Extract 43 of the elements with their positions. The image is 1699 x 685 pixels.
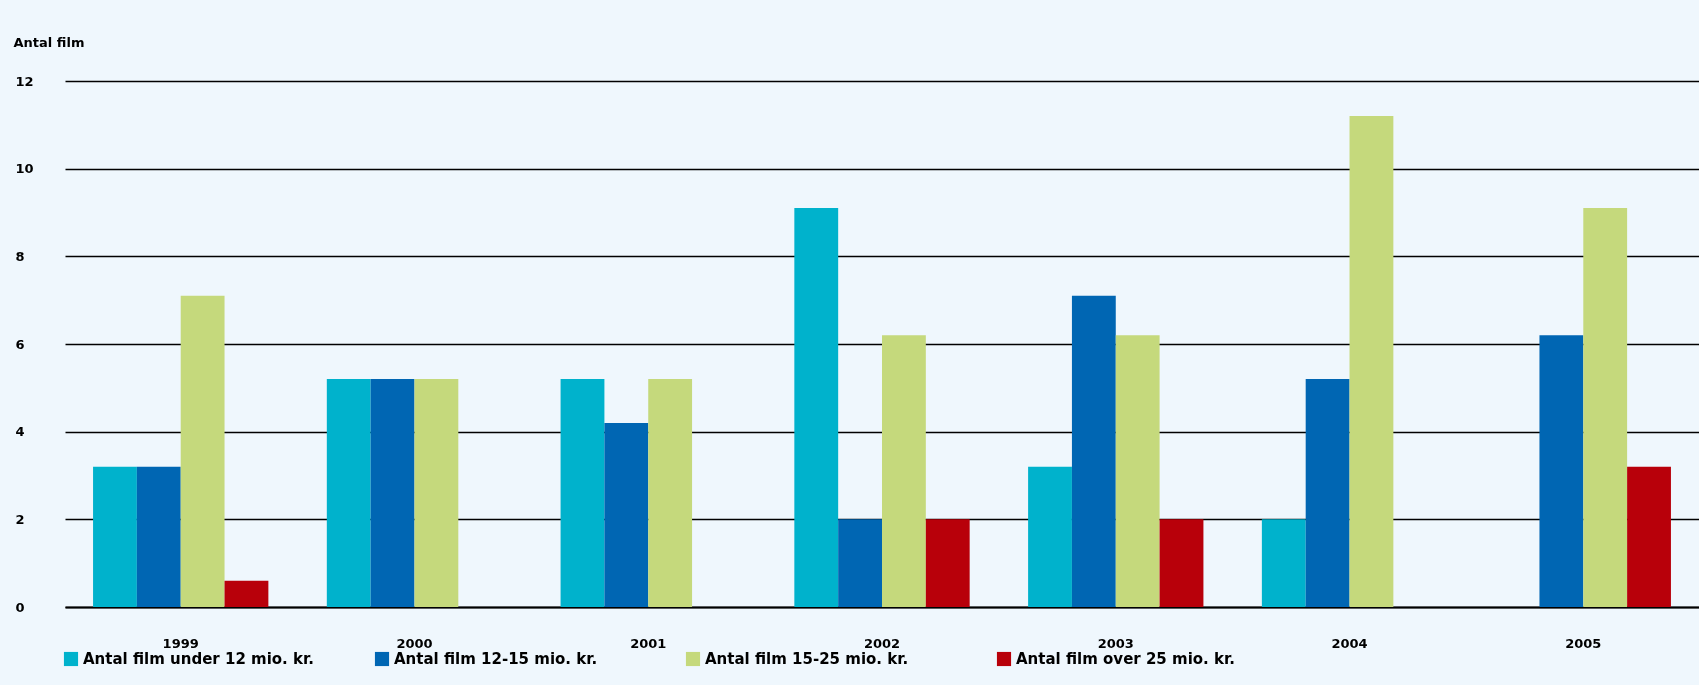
x-tick-label: 2001 [630, 635, 667, 651]
bar [648, 379, 693, 607]
bar [1261, 519, 1306, 607]
bar [1071, 295, 1116, 607]
y-tick-label: 10 [15, 161, 34, 177]
y-tick-label: 8 [15, 248, 25, 264]
x-tick-label: 2005 [1565, 635, 1602, 651]
x-tick-label: 2000 [396, 635, 433, 651]
bar [1305, 379, 1350, 607]
bar [1028, 466, 1072, 607]
bar [882, 335, 926, 607]
bar [370, 379, 415, 607]
bar [414, 379, 459, 607]
bar [1627, 466, 1671, 607]
y-tick-label: 12 [15, 73, 34, 89]
bar [925, 519, 970, 607]
bar [604, 422, 649, 607]
bar [136, 466, 181, 607]
legend-label: Antal film under 12 mio. kr. [83, 650, 314, 668]
y-axis-title: Antal film [13, 34, 85, 50]
bar [794, 208, 839, 607]
x-tick-label: 1999 [162, 635, 199, 651]
y-tick-label: 2 [15, 511, 25, 527]
bar [93, 466, 137, 607]
legend-label: Antal film over 25 mio. kr. [1016, 650, 1235, 668]
bar [1349, 116, 1394, 607]
bar [326, 379, 371, 607]
y-tick-label: 0 [15, 599, 25, 615]
bar [1583, 208, 1628, 607]
x-tick-label: 2004 [1331, 635, 1368, 651]
x-tick-label: 2002 [863, 635, 901, 651]
bar [180, 295, 225, 607]
legend-label: Antal film 15-25 mio. kr. [705, 650, 909, 668]
y-tick-label: 4 [15, 424, 25, 440]
y-tick-label: 6 [15, 336, 25, 352]
bar [838, 519, 882, 607]
bar [560, 379, 605, 607]
legend-label: Antal film 12-15 mio. kr. [394, 650, 598, 668]
x-tick-label: 2003 [1097, 635, 1134, 651]
bar [1159, 519, 1204, 607]
bar [1115, 335, 1160, 607]
bar [224, 580, 269, 607]
bar [1539, 335, 1584, 607]
